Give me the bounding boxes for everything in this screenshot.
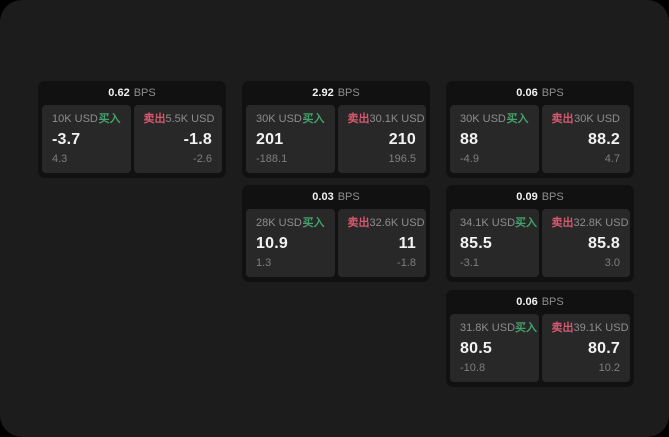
buy-sub-value: 1.3 bbox=[256, 257, 272, 269]
bps-value: 0.09 bbox=[516, 191, 538, 203]
buy-sub-value: -188.1 bbox=[256, 153, 288, 165]
sell-amount: 30.1K USD bbox=[369, 113, 425, 125]
buy-price: 10.9 bbox=[256, 235, 288, 252]
sell-price: -1.8 bbox=[183, 131, 212, 148]
bps-unit: BPS bbox=[337, 191, 360, 203]
quote-card: 0.06 BPS 30K USD 买入 88 -4.9 卖出 30K USD 8… bbox=[446, 81, 634, 178]
quote-panels: 31.8K USD 买入 80.5 -10.8 卖出 39.1K USD 80.… bbox=[446, 314, 634, 387]
sell-sub-value: 196.5 bbox=[388, 153, 416, 165]
quote-card: 0.09 BPS 34.1K USD 买入 85.5 -3.1 卖出 32.8K… bbox=[446, 185, 634, 282]
buy-sub-value: -3.1 bbox=[460, 257, 479, 269]
sell-side-label: 卖出 bbox=[551, 217, 574, 229]
buy-amount: 31.8K USD bbox=[460, 322, 516, 334]
sell-side-label: 卖出 bbox=[551, 322, 574, 334]
sell-amount: 39.1K USD bbox=[573, 322, 629, 334]
buy-quote-panel[interactable]: 34.1K USD 买入 85.5 -3.1 bbox=[450, 209, 539, 277]
sell-quote-panel[interactable]: 卖出 32.8K USD 85.8 3.0 bbox=[541, 209, 630, 277]
bps-unit: BPS bbox=[133, 87, 156, 99]
buy-price: 88 bbox=[460, 131, 479, 148]
sell-price: 85.8 bbox=[588, 235, 620, 252]
sell-side-label: 卖出 bbox=[347, 113, 370, 125]
buy-quote-panel[interactable]: 28K USD 买入 10.9 1.3 bbox=[246, 209, 335, 277]
buy-sub-value: -4.9 bbox=[460, 153, 479, 165]
buy-price: 85.5 bbox=[460, 235, 492, 252]
bps-header: 0.06 BPS bbox=[446, 81, 634, 105]
buy-amount: 10K USD bbox=[52, 113, 98, 125]
sell-quote-panel[interactable]: 卖出 39.1K USD 80.7 10.2 bbox=[541, 314, 630, 382]
buy-side-label: 买入 bbox=[302, 217, 325, 229]
sell-quote-panel[interactable]: 卖出 30.1K USD 210 196.5 bbox=[337, 105, 426, 173]
bps-value: 0.62 bbox=[108, 87, 130, 99]
sell-amount: 5.5K USD bbox=[165, 113, 215, 125]
sell-price: 210 bbox=[388, 131, 416, 148]
sell-amount: 32.6K USD bbox=[369, 217, 425, 229]
sell-sub-value: 4.7 bbox=[604, 153, 620, 165]
sell-side-label: 卖出 bbox=[347, 217, 370, 229]
sell-amount: 32.8K USD bbox=[573, 217, 629, 229]
quote-panels: 28K USD 买入 10.9 1.3 卖出 32.6K USD 11 -1.8 bbox=[242, 209, 430, 282]
buy-amount: 34.1K USD bbox=[460, 217, 516, 229]
buy-side-label: 买入 bbox=[515, 322, 538, 334]
bps-value: 0.06 bbox=[516, 87, 538, 99]
sell-quote-panel[interactable]: 卖出 30K USD 88.2 4.7 bbox=[541, 105, 630, 173]
quote-panels: 34.1K USD 买入 85.5 -3.1 卖出 32.8K USD 85.8… bbox=[446, 209, 634, 282]
sell-side-label: 卖出 bbox=[551, 113, 574, 125]
buy-side-label: 买入 bbox=[302, 113, 325, 125]
buy-side-label: 买入 bbox=[98, 113, 121, 125]
bps-unit: BPS bbox=[541, 191, 564, 203]
quote-card: 0.06 BPS 31.8K USD 买入 80.5 -10.8 卖出 39.1… bbox=[446, 290, 634, 387]
quote-card: 0.62 BPS 10K USD 买入 -3.7 4.3 卖出 5.5K USD… bbox=[38, 81, 226, 178]
bps-header: 0.06 BPS bbox=[446, 290, 634, 314]
buy-amount: 30K USD bbox=[460, 113, 506, 125]
buy-side-label: 买入 bbox=[506, 113, 529, 125]
sell-sub-value: 10.2 bbox=[598, 362, 620, 374]
quote-panels: 30K USD 买入 88 -4.9 卖出 30K USD 88.2 4.7 bbox=[446, 105, 634, 178]
buy-quote-panel[interactable]: 10K USD 买入 -3.7 4.3 bbox=[42, 105, 131, 173]
bps-value: 0.06 bbox=[516, 296, 538, 308]
buy-quote-panel[interactable]: 30K USD 买入 201 -188.1 bbox=[246, 105, 335, 173]
bps-header: 0.62 BPS bbox=[38, 81, 226, 105]
buy-side-label: 买入 bbox=[515, 217, 538, 229]
buy-amount: 30K USD bbox=[256, 113, 302, 125]
buy-price: 201 bbox=[256, 131, 284, 148]
bps-value: 2.92 bbox=[312, 87, 334, 99]
sell-quote-panel[interactable]: 卖出 5.5K USD -1.8 -2.6 bbox=[133, 105, 222, 173]
sell-amount: 30K USD bbox=[574, 113, 620, 125]
bps-unit: BPS bbox=[541, 296, 564, 308]
bps-value: 0.03 bbox=[312, 191, 334, 203]
buy-price: -3.7 bbox=[52, 131, 81, 148]
sell-price: 80.7 bbox=[588, 340, 620, 357]
buy-sub-value: -10.8 bbox=[460, 362, 486, 374]
sell-side-label: 卖出 bbox=[143, 113, 166, 125]
sell-sub-value: 3.0 bbox=[604, 257, 620, 269]
quote-card: 0.03 BPS 28K USD 买入 10.9 1.3 卖出 32.6K US… bbox=[242, 185, 430, 282]
buy-sub-value: 4.3 bbox=[52, 153, 68, 165]
bps-unit: BPS bbox=[541, 87, 564, 99]
bps-header: 0.03 BPS bbox=[242, 185, 430, 209]
quote-card: 2.92 BPS 30K USD 买入 201 -188.1 卖出 30.1K … bbox=[242, 81, 430, 178]
quote-panels: 10K USD 买入 -3.7 4.3 卖出 5.5K USD -1.8 -2.… bbox=[38, 105, 226, 178]
bps-header: 2.92 BPS bbox=[242, 81, 430, 105]
buy-quote-panel[interactable]: 30K USD 买入 88 -4.9 bbox=[450, 105, 539, 173]
sell-price: 88.2 bbox=[588, 131, 620, 148]
buy-amount: 28K USD bbox=[256, 217, 302, 229]
sell-price: 11 bbox=[398, 235, 416, 252]
bps-header: 0.09 BPS bbox=[446, 185, 634, 209]
quote-panels: 30K USD 买入 201 -188.1 卖出 30.1K USD 210 1… bbox=[242, 105, 430, 178]
buy-price: 80.5 bbox=[460, 340, 492, 357]
sell-sub-value: -2.6 bbox=[193, 153, 212, 165]
buy-quote-panel[interactable]: 31.8K USD 买入 80.5 -10.8 bbox=[450, 314, 539, 382]
sell-sub-value: -1.8 bbox=[397, 257, 416, 269]
bps-unit: BPS bbox=[337, 87, 360, 99]
sell-quote-panel[interactable]: 卖出 32.6K USD 11 -1.8 bbox=[337, 209, 426, 277]
